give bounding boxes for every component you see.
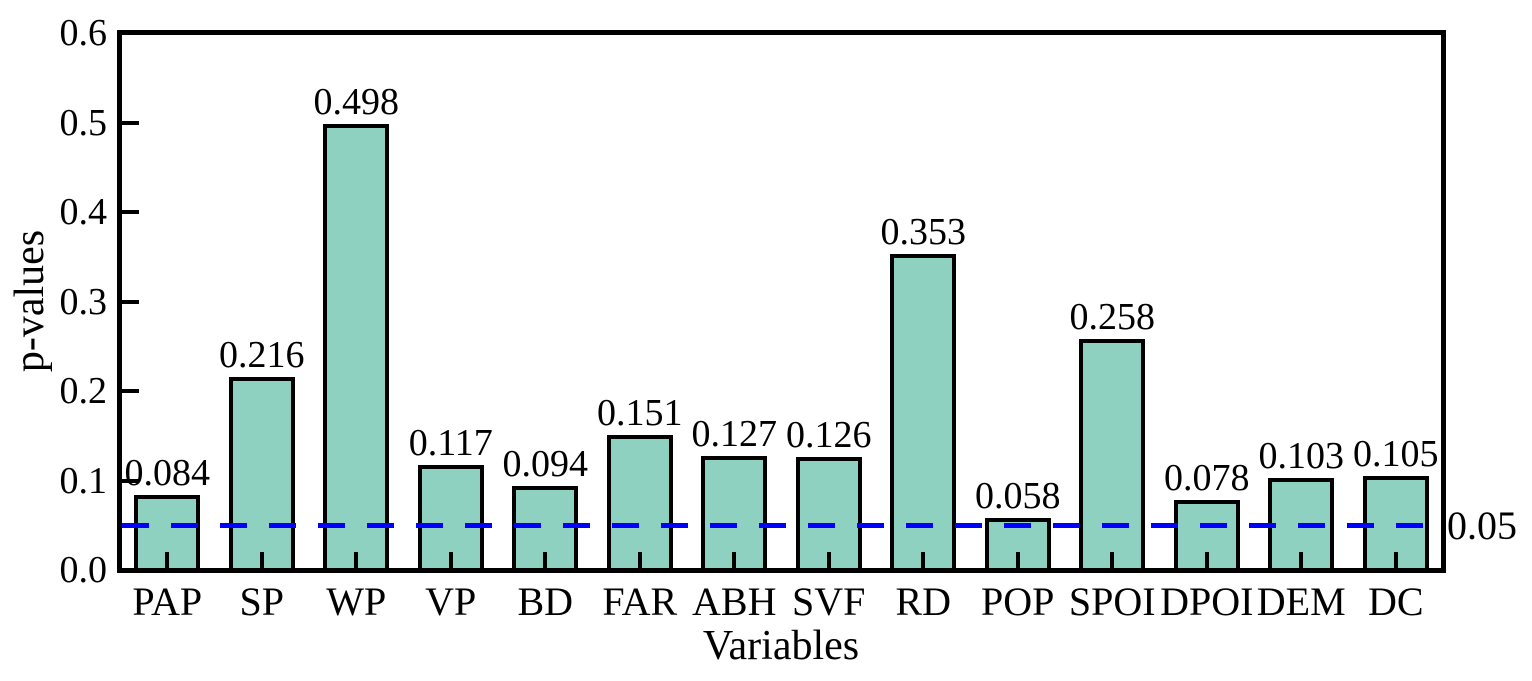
x-axis-tick <box>637 552 642 568</box>
x-axis-tick <box>448 552 453 568</box>
x-axis-category-label: PAP <box>132 579 203 624</box>
x-axis-tick <box>165 552 170 568</box>
y-axis-tick <box>122 478 139 483</box>
bar-value-label: 0.216 <box>219 334 305 376</box>
bar-value-label: 0.117 <box>408 422 493 464</box>
bar-value-label: 0.353 <box>880 211 967 253</box>
bar <box>606 435 673 568</box>
x-axis-category-label: BD <box>517 579 574 624</box>
x-axis-category-label: DEM <box>1256 579 1346 624</box>
bar-value-label: 0.151 <box>597 392 683 434</box>
y-axis-tick <box>122 389 139 393</box>
x-axis-tick <box>732 552 737 568</box>
x-axis-category-label: SP <box>239 579 285 624</box>
y-axis-tick-label: 0.0 <box>59 549 108 591</box>
y-axis-tick-label: 0.5 <box>59 101 108 144</box>
x-axis-tick <box>259 552 264 568</box>
x-axis-tick <box>354 552 359 568</box>
bar-value-label: 0.105 <box>1353 433 1439 475</box>
y-axis-tick-label: 0.3 <box>59 280 108 323</box>
x-axis-tick <box>921 552 926 568</box>
y-axis-tick <box>122 120 139 125</box>
x-axis-category-label: FAR <box>602 579 678 624</box>
bar-value-label: 0.103 <box>1258 435 1345 477</box>
bar-value-label: 0.498 <box>313 81 400 123</box>
y-axis-tick-label: 0.4 <box>59 191 108 233</box>
x-axis-tick <box>826 552 831 568</box>
bar-value-label: 0.084 <box>124 452 211 494</box>
threshold-label: 0.05 <box>1447 503 1517 548</box>
x-axis-tick <box>1110 552 1115 568</box>
x-axis-category-label: SPOI <box>1068 579 1156 624</box>
x-axis-tick <box>1015 552 1020 568</box>
bar <box>1079 339 1146 568</box>
x-axis-category-label: ABH <box>692 579 777 624</box>
bar-value-label: 0.094 <box>502 443 589 485</box>
x-axis-category-label: RD <box>895 579 952 624</box>
y-axis-tick-label: 0.2 <box>59 370 108 412</box>
x-axis-tick <box>1204 552 1209 568</box>
bar <box>890 254 957 568</box>
bar-value-label: 0.258 <box>1069 296 1156 338</box>
bar-value-label: 0.126 <box>786 414 872 456</box>
y-axis-title: p-values <box>7 229 53 373</box>
y-axis-tick <box>122 210 139 214</box>
bar <box>228 377 295 568</box>
bar-value-label: 0.127 <box>691 413 778 455</box>
bar <box>323 124 390 568</box>
y-axis-tick-label: 0.6 <box>59 12 108 54</box>
bar <box>417 465 484 568</box>
y-axis-tick <box>122 299 139 304</box>
x-axis-category-label: VP <box>425 579 477 624</box>
threshold-dashed-line <box>122 523 1444 529</box>
x-axis-category-label: DPOI <box>1160 579 1254 624</box>
x-axis-category-label: SVF <box>792 579 866 624</box>
x-axis-category-label: WP <box>326 579 387 624</box>
x-axis-tick <box>1393 552 1398 568</box>
bar-value-label: 0.078 <box>1164 457 1250 499</box>
bar <box>795 457 862 568</box>
bar <box>701 456 768 568</box>
x-axis-category-label: POP <box>981 579 1055 624</box>
x-axis-title: Variables <box>702 623 860 669</box>
x-axis-tick <box>1299 552 1304 568</box>
x-axis-tick <box>543 552 548 568</box>
bar-value-label: 0.058 <box>975 475 1061 517</box>
x-axis-category-label: DC <box>1367 579 1424 624</box>
y-axis-tick-label: 0.1 <box>59 459 108 502</box>
